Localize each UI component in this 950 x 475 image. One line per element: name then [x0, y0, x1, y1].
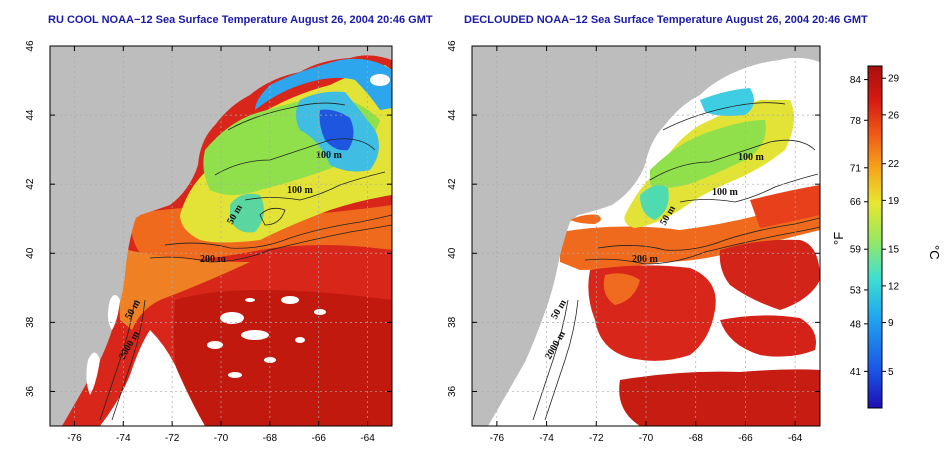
- map-panel-declouded: DECLOUDED NOAA−12 Sea Surface Temperatur…: [447, 14, 868, 444]
- x-tick-label: -68: [688, 433, 703, 444]
- y-tick-label: 42: [25, 178, 36, 190]
- x-tick-label: -74: [116, 433, 131, 444]
- y-tick-label: 46: [447, 40, 458, 52]
- panel-title-declouded: DECLOUDED NOAA−12 Sea Surface Temperatur…: [464, 14, 868, 26]
- x-tick-label: -66: [738, 433, 753, 444]
- warm-water-region: [750, 185, 820, 228]
- contour-label: 200 m: [200, 254, 227, 265]
- warm-water-region: [174, 290, 392, 426]
- celsius-tick-label: 22: [888, 159, 900, 170]
- y-tick-label: 36: [447, 385, 458, 397]
- long-island-sound-water: [570, 214, 601, 224]
- celsius-tick-label: 29: [888, 74, 900, 85]
- fahrenheit-tick-label: 66: [850, 197, 862, 208]
- fahrenheit-tick-label: 59: [850, 245, 862, 256]
- contour-label: 200 m: [632, 254, 659, 265]
- x-tick-label: -72: [589, 433, 604, 444]
- land-mass: [50, 46, 392, 426]
- cold-water-patch: [319, 109, 354, 151]
- warm-water-region: [619, 369, 820, 426]
- shelf-water-band: [603, 273, 640, 305]
- y-tick-label: 44: [25, 109, 36, 121]
- celsius-tick-label: 15: [888, 245, 900, 256]
- cloud-mask: [100, 74, 390, 426]
- celsius-tick-label: 19: [888, 196, 900, 207]
- cold-water-patch: [255, 58, 392, 110]
- x-tick-label: -72: [165, 433, 180, 444]
- bathymetry-contours: [532, 102, 820, 421]
- bay-cloud: [86, 352, 100, 395]
- y-tick-label: 36: [25, 385, 36, 397]
- fahrenheit-tick-label: 71: [850, 163, 862, 174]
- fahrenheit-tick-label: 78: [850, 116, 862, 127]
- contour-label: 100 m: [287, 185, 314, 196]
- axis-ticks: -76 -74 -72 -70 -68 -66 -64 36 38 40 42 44 46: [25, 40, 392, 444]
- lat-lon-grid: [50, 46, 392, 426]
- fahrenheit-tick-label: 48: [850, 319, 862, 330]
- y-tick-label: 42: [447, 178, 458, 190]
- x-tick-label: -64: [788, 433, 803, 444]
- celsius-tick-label: 12: [888, 281, 900, 292]
- shelf-water-band: [560, 200, 820, 270]
- celsius-tick-label: 9: [888, 318, 894, 329]
- celsius-tick-label: 5: [888, 367, 894, 378]
- contour-label: 100 m: [712, 187, 739, 198]
- bay-cloud: [107, 295, 120, 330]
- fahrenheit-tick-label: 84: [850, 75, 862, 86]
- land-mass: [472, 46, 820, 426]
- y-tick-label: 38: [25, 316, 36, 328]
- lat-lon-grid: [472, 46, 820, 426]
- panel-title-rucool: RU COOL NOAA−12 Sea Surface Temperature …: [48, 14, 433, 26]
- long-island-sound-water: [135, 213, 164, 222]
- x-tick-label: -66: [311, 433, 326, 444]
- y-tick-label: 40: [25, 247, 36, 259]
- axis-ticks: -76 -74 -72 -70 -68 -66 -64 36 38 40 42 44 46: [447, 40, 820, 444]
- contour-label: 100 m: [738, 152, 765, 163]
- cold-water-patch: [700, 88, 754, 116]
- coastal-water-band: [119, 250, 251, 330]
- x-tick-label: -64: [360, 433, 375, 444]
- x-tick-label: -76: [490, 433, 505, 444]
- celsius-tick-label: 26: [888, 110, 900, 121]
- x-tick-label: -70: [214, 433, 229, 444]
- celsius-label: °C: [927, 245, 942, 260]
- fahrenheit-tick-label: 53: [850, 285, 862, 296]
- fahrenheit-label: °F: [831, 232, 846, 245]
- x-tick-label: -70: [639, 433, 654, 444]
- fahrenheit-tick-label: 41: [850, 367, 862, 378]
- colorbar-gradient: [867, 65, 883, 409]
- y-tick-label: 44: [447, 109, 458, 121]
- warm-water-region: [720, 315, 816, 357]
- contour-label: 100 m: [316, 150, 343, 161]
- temperature-colorbar: 84 78 71 66 59 53 48 41 29 26 22 19 15 12 9 5 °F °C: [831, 65, 942, 409]
- map-panel-rucool: RU COOL NOAA−12 Sea Surface Temperature …: [25, 14, 433, 444]
- cool-water-patch: [640, 185, 669, 220]
- y-tick-label: 38: [447, 316, 458, 328]
- y-tick-label: 46: [25, 40, 36, 52]
- y-tick-label: 40: [447, 247, 458, 259]
- cool-water-patch: [650, 120, 766, 188]
- x-tick-label: -76: [67, 433, 82, 444]
- bathymetry-contours: [99, 102, 392, 421]
- x-tick-label: -68: [263, 433, 278, 444]
- colorbar-ticks: 84 78 71 66 59 53 48 41 29 26 22 19 15 12 9 5: [850, 74, 900, 378]
- x-tick-label: -74: [539, 433, 554, 444]
- cool-water-patch: [230, 193, 264, 233]
